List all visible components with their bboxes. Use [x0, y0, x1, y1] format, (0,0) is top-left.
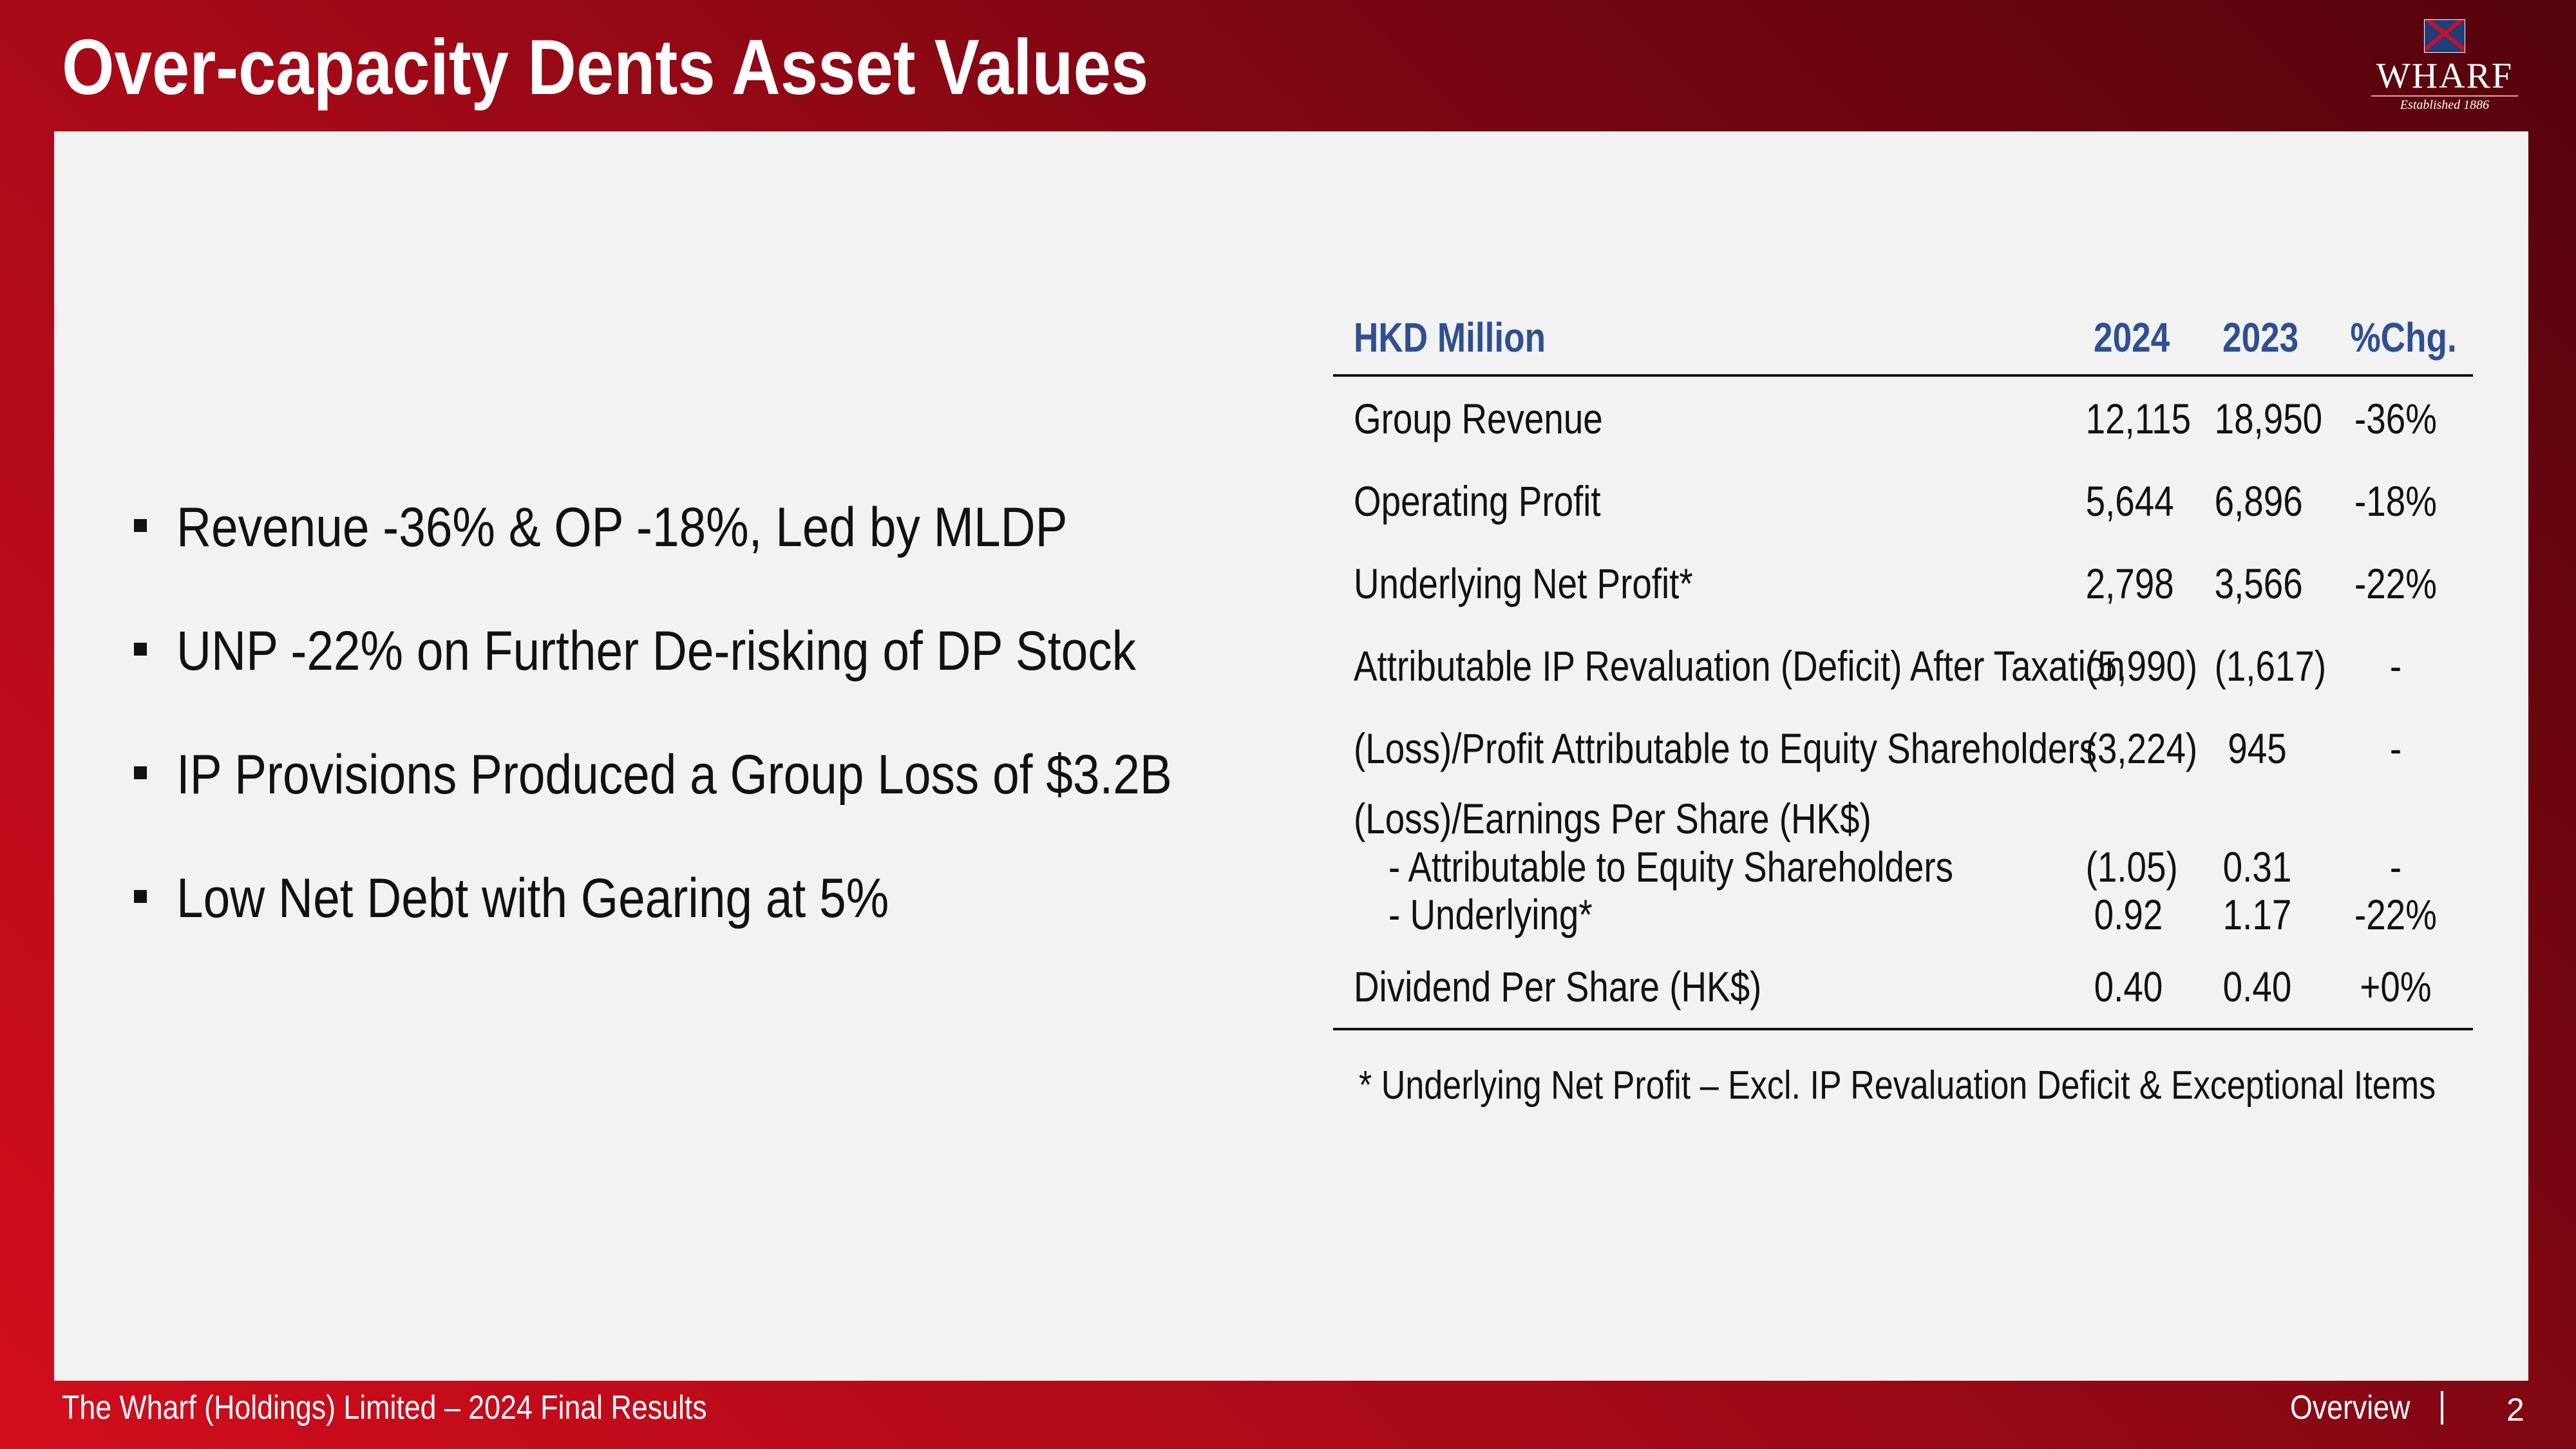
- page-number: 2: [2506, 1392, 2524, 1428]
- bullet-square-icon: [134, 766, 147, 779]
- value-2023: 1.17: [2222, 891, 2292, 938]
- value-2024: 5,644: [2085, 477, 2174, 525]
- logo-divider: [2371, 95, 2518, 97]
- value-2024: 2,798: [2085, 560, 2174, 607]
- financial-table: HKD Million 2024 2023 %Chg. Group Revenu…: [1333, 303, 2473, 1037]
- bullet-item: IP Provisions Produced a Group Loss of $…: [129, 743, 1321, 867]
- value-2023: 0.40: [2222, 963, 2292, 1010]
- column-header-2023: 2023: [2222, 314, 2299, 361]
- table-bottom-rule: [1333, 1028, 2473, 1030]
- row-label-ip-revaluation: Attributable IP Revaluation (Deficit) Af…: [1354, 642, 2125, 690]
- table-header-rule: [1333, 374, 2473, 377]
- row-label-eps-underlying: - Underlying*: [1388, 891, 1593, 938]
- footer-company: The Wharf (Holdings) Limited – 2024 Fina…: [62, 1389, 707, 1426]
- value-change: -: [2389, 642, 2402, 690]
- bullet-list: Revenue -36% & OP -18%, Led by MLDP UNP …: [129, 496, 1321, 990]
- footer-separator: [2441, 1391, 2443, 1425]
- row-label-operating-profit: Operating Profit: [1354, 477, 1601, 525]
- value-2023: 945: [2228, 724, 2287, 772]
- value-change: -: [2389, 724, 2402, 772]
- row-label-group-revenue: Group Revenue: [1354, 395, 1603, 442]
- value-2023: 18,950: [2214, 395, 2323, 442]
- row-label-eps-attributable: - Attributable to Equity Shareholders: [1388, 843, 1953, 891]
- value-2024: (1.05): [2085, 843, 2178, 891]
- bullet-item: Low Net Debt with Gearing at 5%: [129, 867, 1321, 990]
- value-change: +0%: [2360, 963, 2432, 1010]
- table-footnote: * Underlying Net Profit – Excl. IP Reval…: [1359, 1063, 2436, 1108]
- value-2023: 6,896: [2214, 477, 2303, 525]
- content-panel: [54, 131, 2528, 1381]
- bullet-item: UNP -22% on Further De-risking of DP Sto…: [129, 620, 1321, 743]
- value-2024: 0.92: [2094, 891, 2163, 938]
- value-2024: (5,990): [2085, 642, 2198, 690]
- logo-tagline: Established 1886: [2400, 98, 2490, 112]
- row-label-dividend: Dividend Per Share (HK$): [1354, 963, 1762, 1010]
- footer-section: Overview: [2290, 1389, 2410, 1426]
- row-label-eps-heading: (Loss)/Earnings Per Share (HK$): [1354, 795, 1871, 842]
- column-header-2024: 2024: [2094, 314, 2170, 361]
- value-change: -22%: [2354, 560, 2437, 607]
- value-change: -36%: [2354, 395, 2437, 442]
- value-2023: (1,617): [2214, 642, 2327, 690]
- row-label-attributable-profit: (Loss)/Profit Attributable to Equity Sha…: [1354, 724, 2098, 772]
- value-2023: 0.31: [2222, 843, 2292, 891]
- value-change: -: [2389, 843, 2402, 891]
- bullet-square-icon: [134, 643, 147, 656]
- wharf-logo: WHARF Established 1886: [2367, 19, 2522, 116]
- column-header-change: %Chg.: [2350, 314, 2457, 361]
- value-2024: 12,115: [2085, 395, 2192, 442]
- slide-title: Over-capacity Dents Asset Values: [62, 23, 1149, 111]
- value-change: -22%: [2354, 891, 2437, 938]
- row-label-underlying-net-profit: Underlying Net Profit*: [1354, 560, 1693, 607]
- value-2024: (3,224): [2085, 724, 2198, 772]
- column-header-label: HKD Million: [1354, 314, 1546, 361]
- bullet-item: Revenue -36% & OP -18%, Led by MLDP: [129, 496, 1321, 620]
- logo-name: WHARF: [2376, 56, 2514, 96]
- value-2023: 3,566: [2214, 560, 2303, 607]
- wharf-flag-icon: [2424, 19, 2465, 53]
- bullet-square-icon: [134, 890, 147, 903]
- value-2024: 0.40: [2094, 963, 2163, 1010]
- value-change: -18%: [2354, 477, 2437, 525]
- bullet-square-icon: [134, 519, 147, 532]
